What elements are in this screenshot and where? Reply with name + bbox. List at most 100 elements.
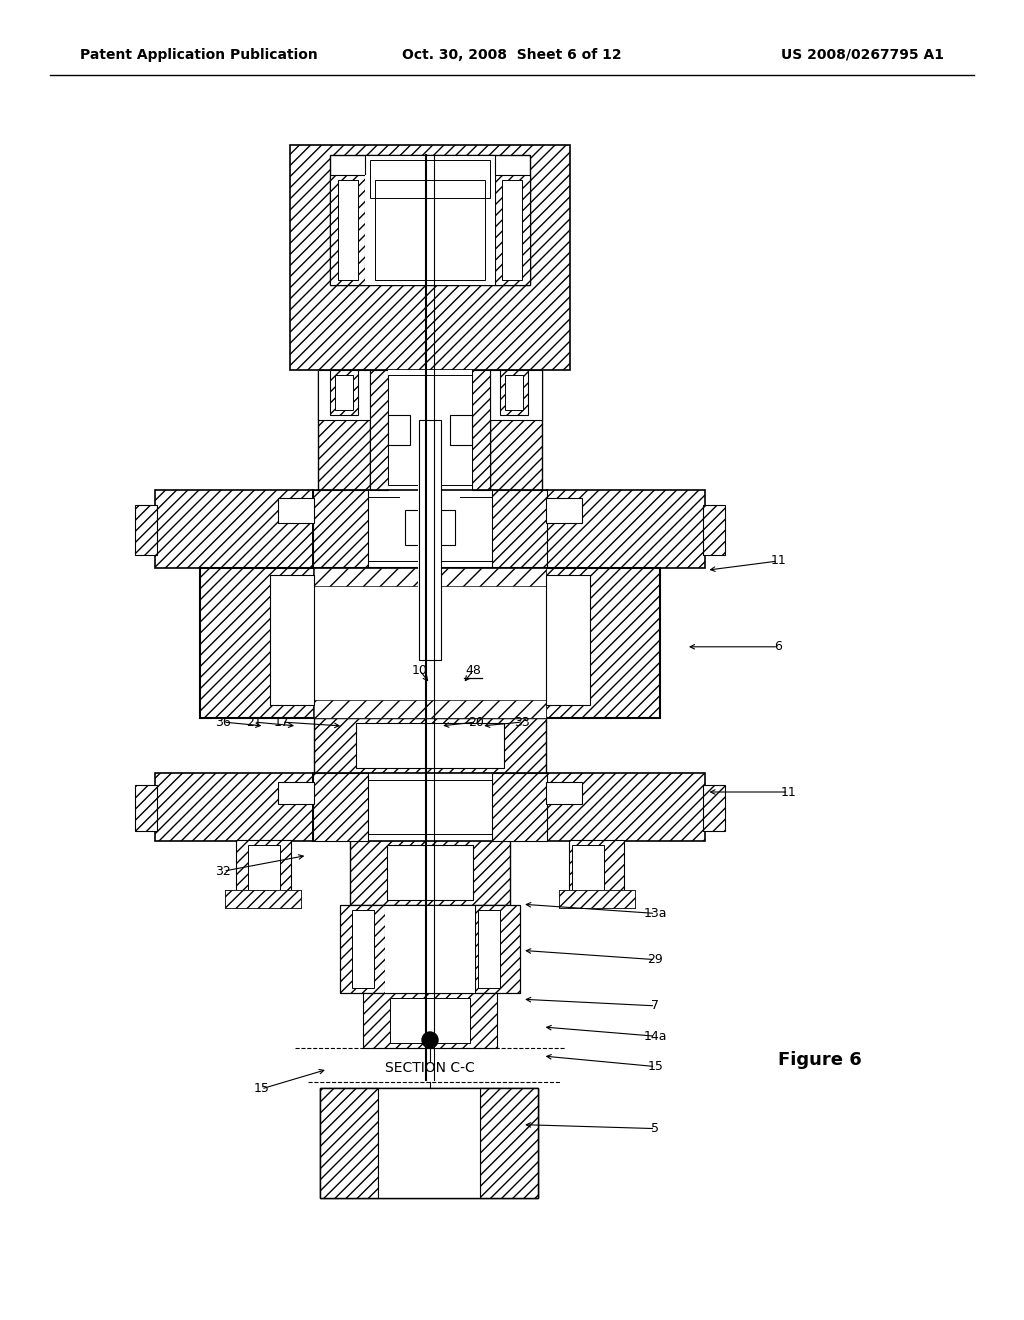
Bar [490, 370, 542, 420]
Bar [370, 370, 388, 490]
Bar [362, 993, 497, 1048]
Bar [390, 998, 470, 1043]
Text: 5: 5 [651, 1122, 659, 1135]
Bar [319, 1088, 538, 1199]
Bar [419, 420, 441, 660]
Bar [365, 154, 495, 205]
Bar [270, 576, 314, 705]
Bar [318, 370, 370, 420]
Bar [703, 785, 725, 832]
Text: 15: 15 [253, 1082, 269, 1096]
Text: 6: 6 [774, 640, 782, 653]
Text: Figure 6: Figure 6 [778, 1051, 862, 1069]
Text: 36: 36 [215, 715, 231, 729]
Bar [475, 906, 520, 993]
Bar [385, 906, 475, 993]
Bar [155, 774, 313, 841]
Bar [480, 1088, 538, 1199]
Text: 21: 21 [246, 715, 262, 729]
Bar [500, 370, 528, 414]
Bar [547, 490, 705, 568]
Bar [314, 718, 546, 774]
Bar [388, 375, 472, 484]
Bar [314, 700, 546, 718]
Text: Patent Application Publication: Patent Application Publication [80, 48, 317, 62]
Bar [569, 840, 624, 900]
Bar [330, 154, 530, 285]
Bar [313, 774, 547, 841]
Text: 33: 33 [514, 715, 530, 729]
Bar [330, 176, 365, 285]
Bar [135, 785, 157, 832]
Text: SECTION C-C: SECTION C-C [385, 1061, 475, 1074]
Bar [278, 498, 314, 523]
Bar [478, 909, 500, 987]
Bar [200, 568, 660, 718]
Bar [290, 145, 570, 370]
Text: 11: 11 [780, 785, 797, 799]
Bar [340, 906, 520, 993]
Bar [314, 568, 546, 586]
Bar [340, 906, 385, 993]
Text: 15: 15 [647, 1060, 664, 1073]
Bar [335, 375, 353, 411]
Bar [559, 890, 635, 908]
Text: 10: 10 [412, 664, 428, 677]
Bar [387, 845, 473, 900]
Bar [236, 840, 291, 900]
Bar [135, 506, 157, 554]
Bar [356, 723, 504, 768]
Bar [559, 890, 635, 908]
Bar [490, 370, 542, 490]
Bar [388, 414, 410, 445]
Bar [406, 510, 455, 545]
Text: US 2008/0267795 A1: US 2008/0267795 A1 [781, 48, 944, 62]
Bar [352, 909, 374, 987]
Text: 20: 20 [468, 715, 484, 729]
Bar [155, 490, 313, 568]
Text: 32: 32 [215, 865, 231, 878]
Bar [472, 370, 490, 490]
Bar [248, 845, 280, 895]
Bar [547, 774, 705, 841]
Text: 11: 11 [770, 554, 786, 568]
Bar [338, 180, 358, 280]
Text: 17: 17 [273, 715, 290, 729]
Bar [492, 774, 547, 841]
Bar [546, 576, 590, 705]
Bar [572, 845, 604, 895]
Bar [378, 1088, 480, 1199]
Bar [450, 414, 472, 445]
Bar [330, 370, 358, 414]
Bar [319, 1088, 538, 1199]
Bar [313, 774, 547, 841]
Bar [546, 781, 582, 804]
Bar [356, 723, 504, 768]
Bar [490, 370, 542, 420]
Bar [313, 490, 368, 568]
Bar [546, 568, 660, 718]
Bar [313, 490, 547, 568]
Bar [365, 176, 495, 285]
Bar [387, 845, 473, 900]
Text: 7: 7 [651, 999, 659, 1012]
Bar [400, 498, 460, 561]
Bar [388, 370, 472, 490]
Bar [375, 180, 485, 280]
Bar [225, 890, 301, 908]
Bar [502, 180, 522, 280]
Bar [495, 176, 530, 285]
Bar [318, 370, 370, 490]
Bar [368, 498, 492, 561]
Bar [390, 998, 470, 1043]
Bar [368, 780, 492, 834]
Text: Oct. 30, 2008  Sheet 6 of 12: Oct. 30, 2008 Sheet 6 of 12 [402, 48, 622, 62]
Circle shape [422, 1032, 438, 1048]
Bar [370, 160, 490, 198]
Text: 13a: 13a [644, 907, 667, 920]
Bar [314, 568, 546, 718]
Text: 29: 29 [647, 953, 664, 966]
Bar [703, 506, 725, 554]
Bar [225, 890, 301, 908]
Bar [313, 774, 368, 841]
